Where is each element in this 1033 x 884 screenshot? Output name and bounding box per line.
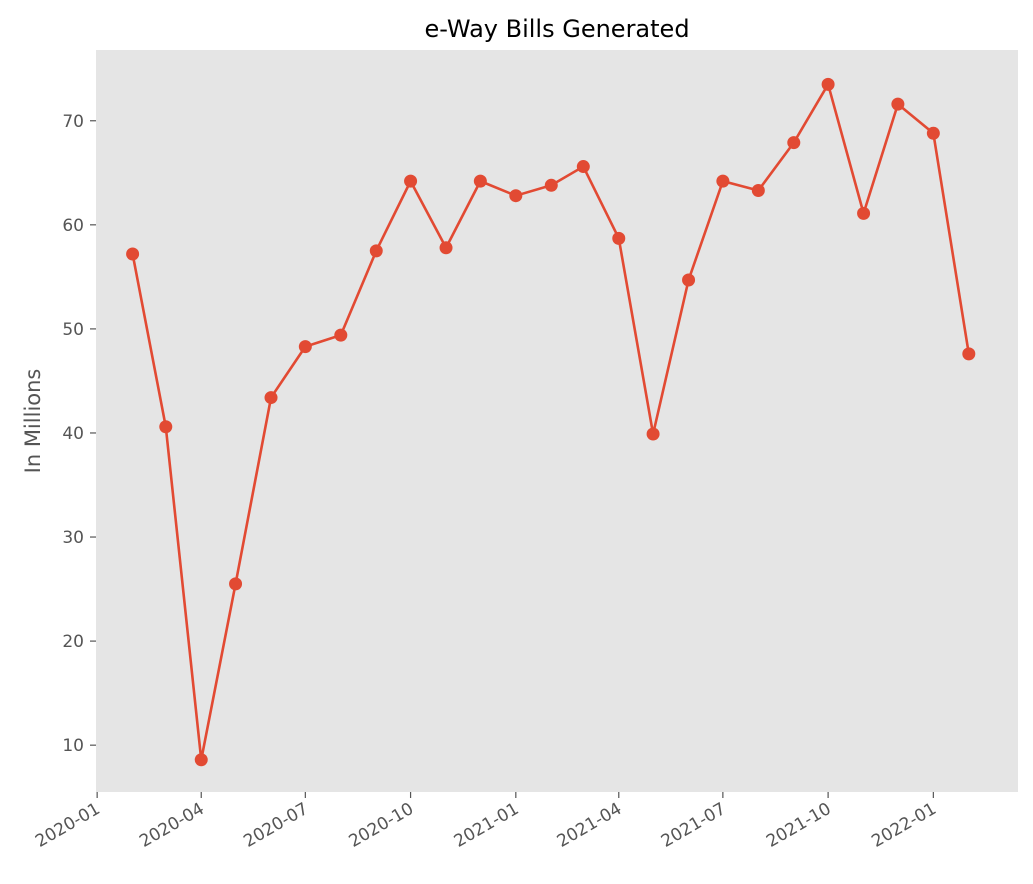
data-point [194, 753, 208, 767]
chart-title: e-Way Bills Generated [424, 15, 689, 43]
data-point [821, 77, 835, 91]
data-point [509, 189, 523, 203]
y-tick-label: 30 [62, 528, 84, 548]
y-tick-label: 20 [62, 632, 84, 652]
data-point [682, 273, 696, 287]
data-point [716, 174, 730, 188]
x-axis: 2020-01 2020-04 2020-07 2020-10 2021-01 2021-… [32, 792, 940, 852]
data-point [576, 160, 590, 174]
x-tick-label: 2022-01 [868, 799, 940, 852]
x-tick-label: 2021-10 [763, 799, 835, 852]
x-tick-label: 2020-10 [346, 799, 418, 852]
y-tick-label: 50 [62, 320, 84, 340]
y-axis: 10 20 30 40 50 60 70 [62, 112, 96, 756]
data-point [544, 178, 558, 192]
data-point [264, 391, 278, 405]
data-point [857, 206, 871, 220]
x-tick-label: 2020-07 [240, 799, 312, 852]
data-point [891, 97, 905, 111]
data-point [439, 241, 453, 255]
data-point [229, 577, 243, 591]
y-tick-label: 70 [62, 112, 84, 132]
data-point [612, 231, 626, 245]
plot-background [96, 50, 1018, 792]
data-point [369, 244, 383, 258]
y-axis-label: In Millions [21, 369, 45, 474]
x-tick-label: 2020-04 [136, 799, 208, 852]
y-tick-label: 40 [62, 424, 84, 444]
data-point [404, 174, 418, 188]
x-tick-label: 2021-01 [451, 799, 523, 852]
data-point [751, 183, 765, 197]
x-tick-label: 2021-04 [554, 799, 626, 852]
x-tick-label: 2020-01 [32, 799, 104, 852]
data-point [298, 340, 312, 354]
data-point [473, 174, 487, 188]
data-point [334, 328, 348, 342]
data-point [126, 247, 140, 261]
data-point [159, 420, 173, 434]
y-tick-label: 10 [62, 736, 84, 756]
data-point [926, 126, 940, 140]
series-layer [126, 77, 976, 767]
y-tick-label: 60 [62, 216, 84, 236]
data-point [787, 136, 801, 150]
x-tick-label: 2021-07 [658, 799, 730, 852]
data-point [646, 427, 660, 441]
data-point [962, 347, 976, 361]
